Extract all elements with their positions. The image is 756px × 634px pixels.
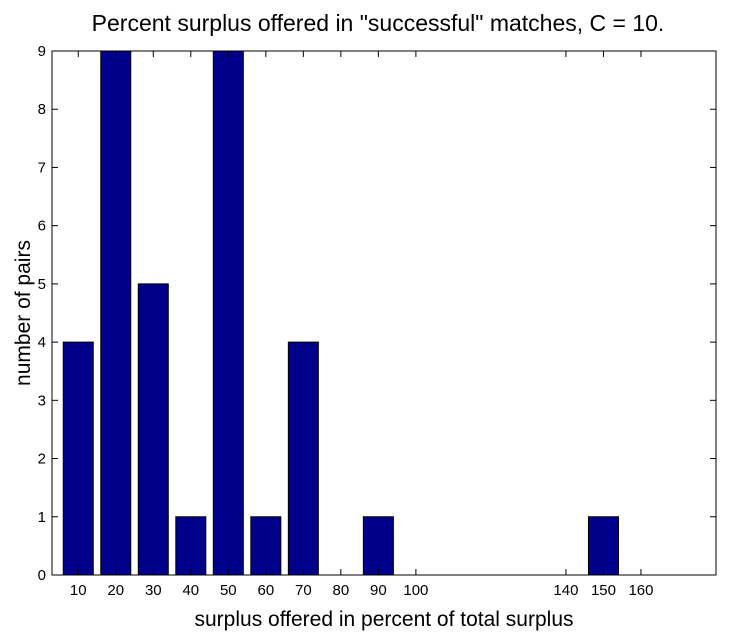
x-axis-label: surplus offered in percent of total surp… — [195, 608, 574, 631]
y-tick-label-8: 8 — [38, 101, 46, 118]
y-tick-label-7: 7 — [38, 159, 46, 176]
y-tick-label-6: 6 — [38, 218, 46, 235]
x-tick-label-80: 80 — [333, 582, 350, 599]
plot-frame — [51, 50, 717, 576]
x-tick-label-50: 50 — [220, 582, 237, 599]
bar-40 — [175, 516, 207, 576]
x-tick-label-150: 150 — [591, 582, 616, 599]
bar-70 — [287, 341, 319, 576]
bars-group — [62, 50, 619, 576]
x-tick-label-30: 30 — [145, 582, 162, 599]
y-tick-label-9: 9 — [38, 43, 46, 60]
bar-30 — [137, 283, 169, 576]
bar-60 — [250, 516, 282, 576]
x-tick-label-10: 10 — [70, 582, 87, 599]
bar-90 — [362, 516, 394, 576]
x-tick-label-40: 40 — [182, 582, 199, 599]
y-axis-label: number of pairs — [12, 240, 35, 386]
y-tick-label-2: 2 — [38, 451, 46, 468]
y-tick-label-5: 5 — [38, 276, 46, 293]
x-tick-label-90: 90 — [370, 582, 387, 599]
x-tick-label-160: 160 — [628, 582, 653, 599]
x-tick-label-60: 60 — [257, 582, 274, 599]
x-tick-label-140: 140 — [553, 582, 578, 599]
bar-50 — [212, 50, 244, 576]
bar-150 — [587, 516, 619, 576]
bar-20 — [100, 50, 132, 576]
y-tick-label-0: 0 — [38, 567, 46, 584]
tick-labels-group: 10 20 30 40 50 60 70 80 90 100 140 150 160 0 1 2 3 4 5 6 7 8 9 — [38, 43, 654, 599]
y-tick-label-1: 1 — [38, 509, 46, 526]
y-tick-label-4: 4 — [38, 334, 46, 351]
x-tick-label-20: 20 — [107, 582, 124, 599]
x-tick-label-70: 70 — [295, 582, 312, 599]
y-tick-label-3: 3 — [38, 392, 46, 409]
bar-10 — [62, 341, 94, 576]
ticks-group — [52, 50, 716, 576]
chart-title: Percent surplus offered in "successful" … — [91, 10, 665, 36]
x-tick-label-100: 100 — [403, 582, 428, 599]
